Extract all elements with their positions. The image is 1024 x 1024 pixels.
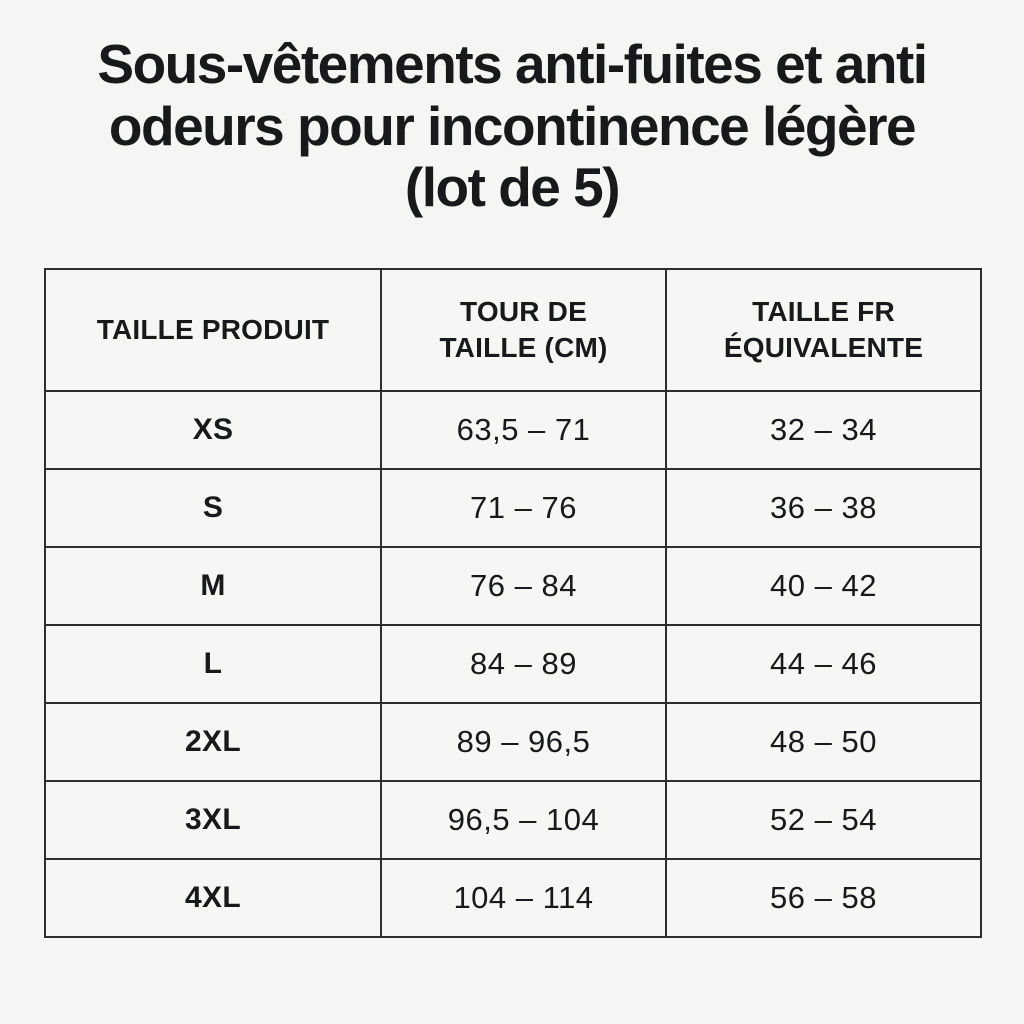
waist-range-value: 71 – 76 [380,468,667,548]
fr-size-value: 48 – 50 [665,702,982,782]
waist-range-value: 84 – 89 [380,624,667,704]
waist-range-value: 63,5 – 71 [380,390,667,470]
product-size-value: L [44,624,382,704]
waist-range-value: 96,5 – 104 [380,780,667,860]
size-chart-table: TAILLE PRODUIT TOUR DE TAILLE (CM) TAILL… [44,268,982,938]
column-header-product-size: TAILLE PRODUIT [44,268,382,392]
product-size-value: M [44,546,382,626]
table-row: 3XL 96,5 – 104 52 – 54 [44,780,982,860]
table-row: 4XL 104 – 114 56 – 58 [44,858,982,938]
product-size-value: 4XL [44,858,382,938]
product-size-value: 3XL [44,780,382,860]
fr-size-value: 52 – 54 [665,780,982,860]
waist-range-value: 89 – 96,5 [380,702,667,782]
page-title-line-3: (lot de 5) [404,156,621,219]
column-header-waist-cm: TOUR DE TAILLE (CM) [380,268,667,392]
fr-size-value: 32 – 34 [665,390,982,470]
fr-size-value: 56 – 58 [665,858,982,938]
column-header-fr-equivalent: TAILLE FR ÉQUIVALENTE [665,268,982,392]
fr-size-value: 40 – 42 [665,546,982,626]
waist-range-value: 76 – 84 [380,546,667,626]
table-row: S 71 – 76 36 – 38 [44,468,982,548]
page-title: Sous-vêtements anti-fuites et anti odeur… [0,33,1024,219]
product-size-value: XS [44,390,382,470]
fr-size-value: 44 – 46 [665,624,982,704]
product-size-value: S [44,468,382,548]
table-row: XS 63,5 – 71 32 – 34 [44,390,982,470]
waist-range-value: 104 – 114 [380,858,667,938]
table-row: M 76 – 84 40 – 42 [44,546,982,626]
table-row: 2XL 89 – 96,5 48 – 50 [44,702,982,782]
table-row: L 84 – 89 44 – 46 [44,624,982,704]
fr-size-value: 36 – 38 [665,468,982,548]
product-size-value: 2XL [44,702,382,782]
table-header-row: TAILLE PRODUIT TOUR DE TAILLE (CM) TAILL… [44,268,982,392]
page-title-line-2: odeurs pour incontinence légère [108,94,917,157]
page-title-line-1: Sous-vêtements anti-fuites et anti [97,33,928,95]
